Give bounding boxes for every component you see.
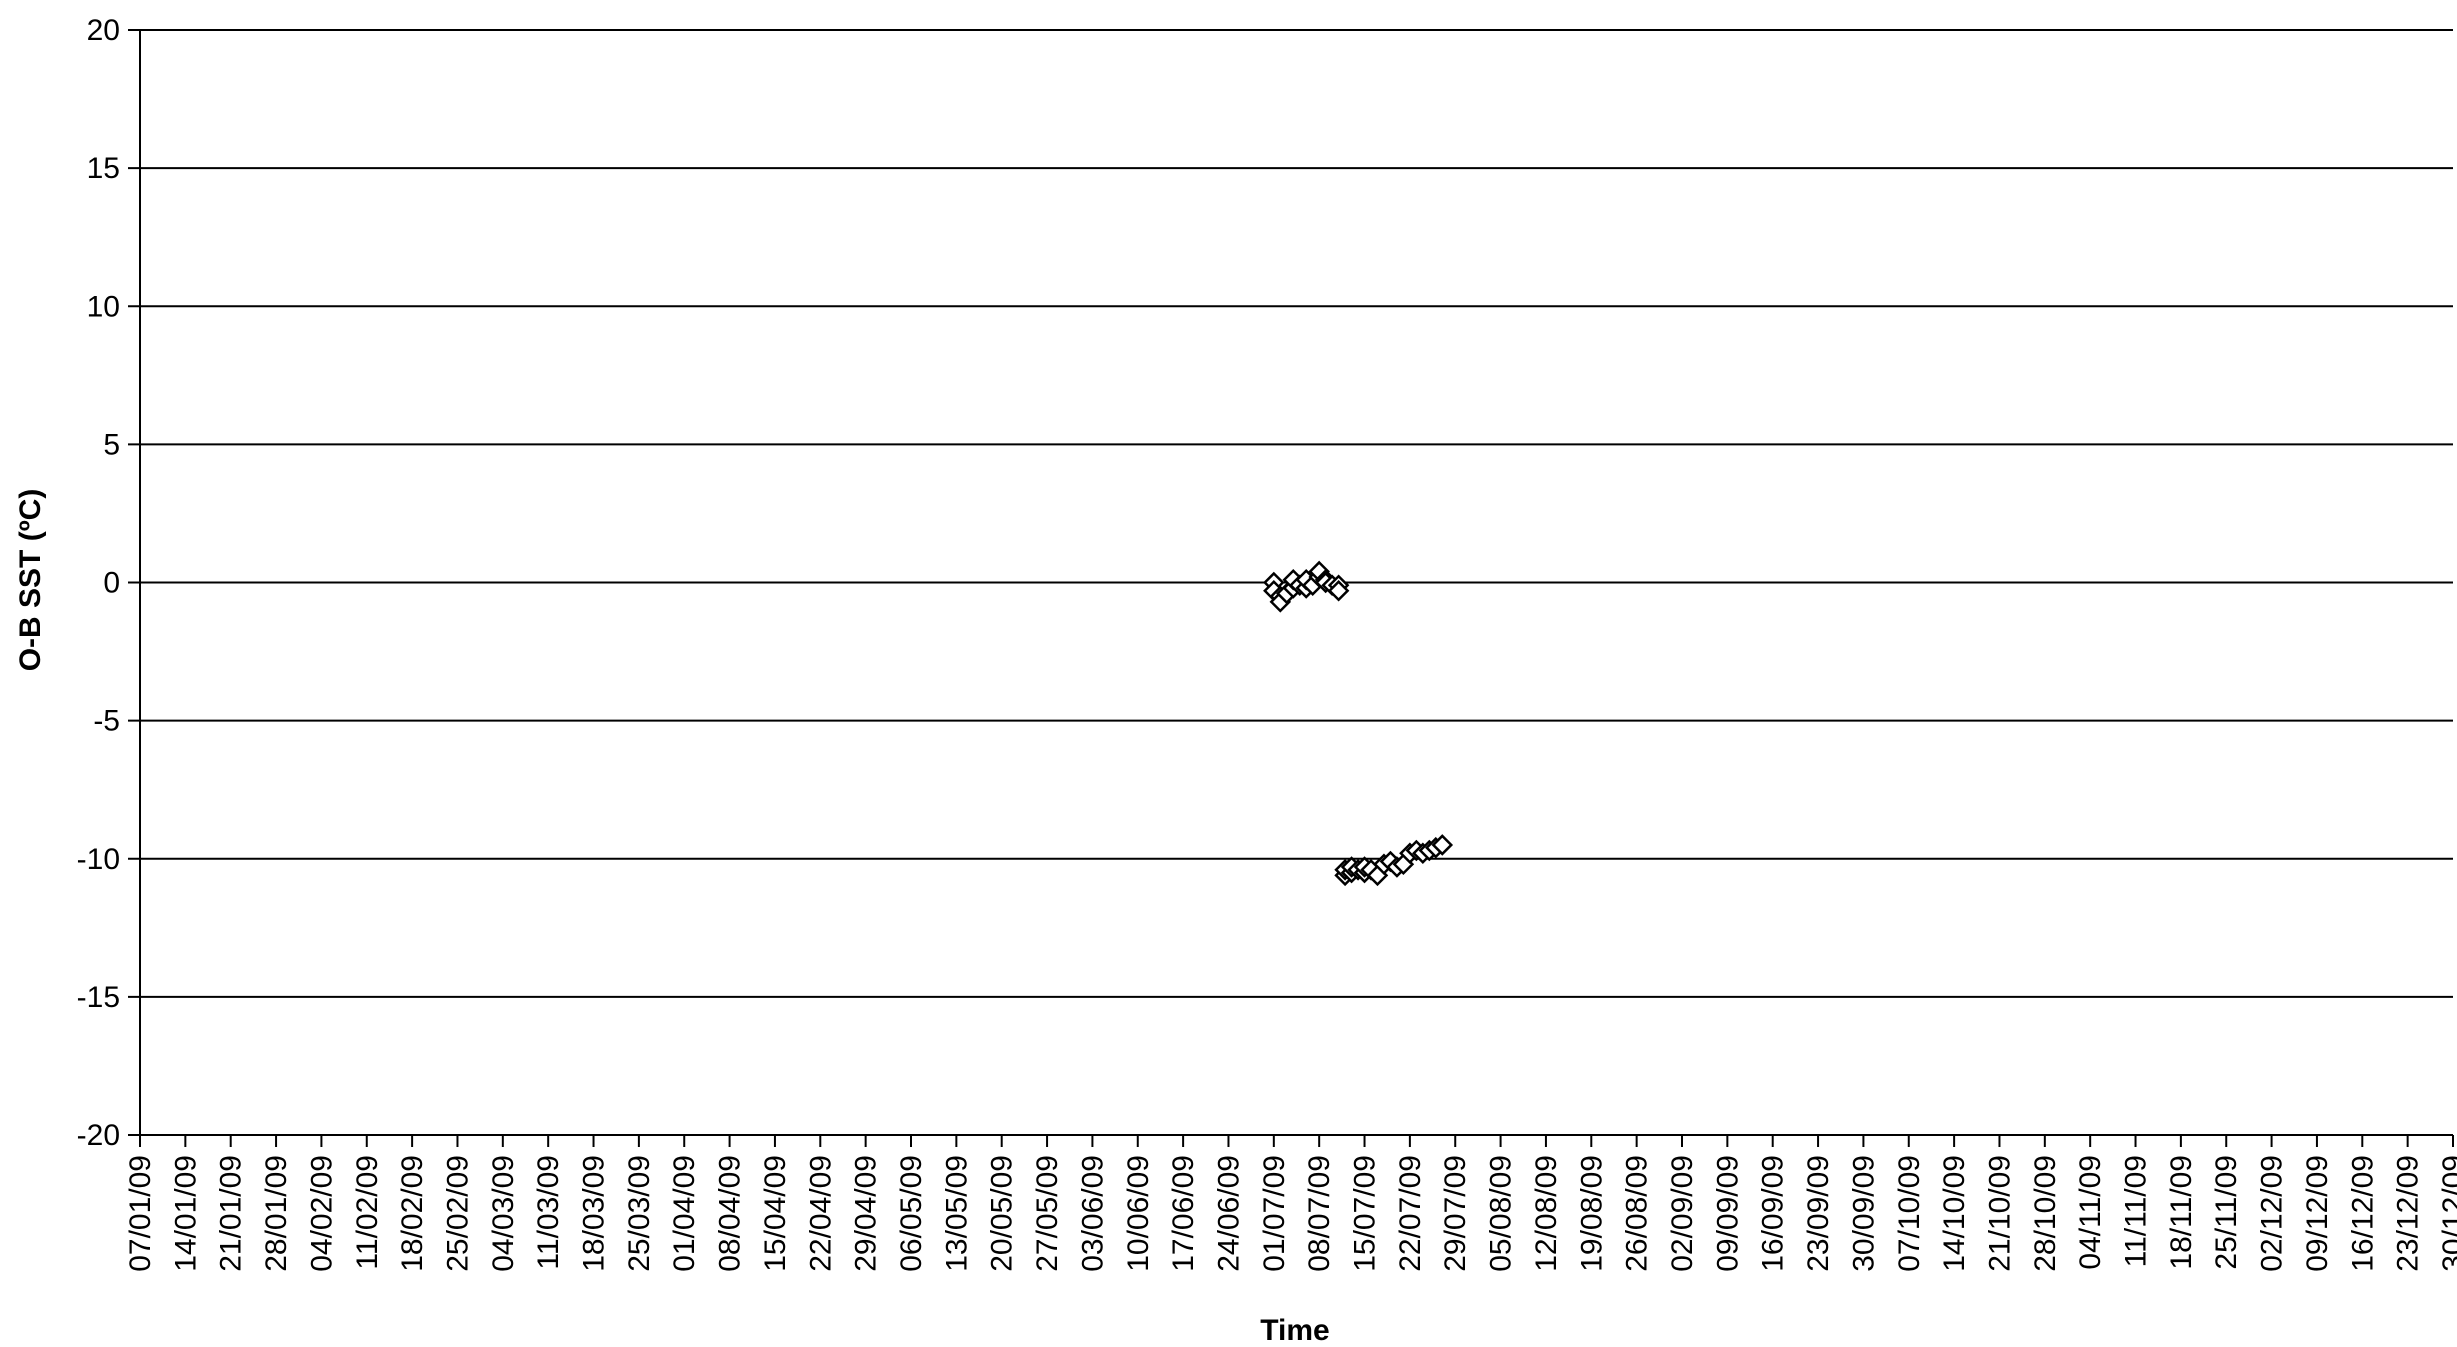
x-tick-label: 03/06/09 — [1076, 1155, 1109, 1272]
x-tick-label: 29/04/09 — [850, 1155, 883, 1272]
x-tick-label: 15/04/09 — [759, 1155, 792, 1272]
y-tick-label: -10 — [77, 843, 120, 876]
x-tick-label: 07/01/09 — [124, 1155, 157, 1272]
x-tick-label: 14/01/09 — [169, 1155, 202, 1272]
x-tick-label: 14/10/09 — [1938, 1155, 1971, 1272]
x-tick-label: 25/02/09 — [441, 1155, 474, 1272]
x-tick-label: 18/03/09 — [578, 1155, 611, 1272]
x-tick-label: 11/11/09 — [2120, 1155, 2153, 1267]
x-tick-label: 21/01/09 — [215, 1155, 248, 1272]
y-tick-label: 5 — [103, 428, 120, 461]
x-tick-label: 15/07/09 — [1349, 1155, 1382, 1272]
x-tick-label: 10/06/09 — [1122, 1155, 1155, 1272]
x-tick-label: 30/12/09 — [2437, 1155, 2457, 1272]
data-point — [1431, 834, 1454, 856]
y-tick-label: 15 — [87, 152, 120, 185]
x-tick-label: 28/01/09 — [260, 1155, 293, 1272]
x-tick-label: 04/11/09 — [2074, 1155, 2107, 1270]
y-tick-label: 0 — [103, 567, 120, 600]
y-tick-label: -20 — [77, 1119, 120, 1152]
x-tick-label: 23/09/09 — [1802, 1155, 1835, 1272]
data-points — [1263, 560, 1454, 887]
x-tick-label: 27/05/09 — [1031, 1155, 1064, 1272]
x-tick-label: 29/07/09 — [1439, 1155, 1472, 1272]
x-tick-label: 23/12/09 — [2392, 1155, 2425, 1272]
y-tick-label: 10 — [87, 290, 120, 323]
x-tick-label: 11/03/09 — [532, 1155, 565, 1270]
x-tick-label: 02/09/09 — [1666, 1155, 1699, 1272]
x-tick-label: 12/08/09 — [1530, 1155, 1563, 1272]
x-tick-label: 30/09/09 — [1847, 1155, 1880, 1272]
y-axis-ticks: 20 15 10 5 0 -5 -10 -15 -20 — [77, 14, 140, 1152]
x-tick-label: 26/08/09 — [1621, 1155, 1654, 1272]
x-axis-title: Time — [1260, 1314, 1329, 1347]
x-tick-label: 09/09/09 — [1711, 1155, 1744, 1272]
x-tick-label: 19/08/09 — [1575, 1155, 1608, 1272]
x-tick-label: 06/05/09 — [895, 1155, 928, 1272]
x-tick-label: 13/05/09 — [940, 1155, 973, 1272]
x-tick-label: 20/05/09 — [986, 1155, 1019, 1272]
x-tick-label: 18/02/09 — [396, 1155, 429, 1272]
x-tick-label: 28/10/09 — [2029, 1155, 2062, 1272]
x-tick-label: 16/09/09 — [1757, 1155, 1790, 1272]
x-tick-label: 08/07/09 — [1303, 1155, 1336, 1272]
data-point — [1327, 580, 1350, 602]
x-tick-label: 18/11/09 — [2165, 1155, 2198, 1270]
x-tick-label: 01/04/09 — [668, 1155, 701, 1272]
y-axis-title: O-B SST (ºC) — [14, 489, 47, 672]
gridlines — [140, 29, 2453, 998]
x-tick-label: 02/12/09 — [2256, 1155, 2289, 1272]
x-tick-label: 24/06/09 — [1212, 1155, 1245, 1272]
x-tick-label: 04/02/09 — [305, 1155, 338, 1272]
y-tick-label: -5 — [93, 705, 120, 738]
y-tick-label: -15 — [77, 981, 120, 1014]
x-tick-label: 04/03/09 — [487, 1155, 520, 1272]
y-tick-label: 20 — [87, 14, 120, 47]
x-tick-label: 25/03/09 — [623, 1155, 656, 1272]
x-tick-label: 11/02/09 — [351, 1155, 384, 1270]
x-tick-label: 22/04/09 — [804, 1155, 837, 1272]
x-tick-label: 21/10/09 — [1983, 1155, 2016, 1272]
x-tick-label: 17/06/09 — [1167, 1155, 1200, 1272]
x-tick-label: 05/08/09 — [1485, 1155, 1518, 1272]
x-tick-label: 16/12/09 — [2346, 1155, 2379, 1272]
x-tick-label: 22/07/09 — [1394, 1155, 1427, 1272]
x-tick-label: 01/07/09 — [1258, 1155, 1291, 1272]
x-tick-label: 25/11/09 — [2210, 1155, 2243, 1270]
x-tick-label: 09/12/09 — [2301, 1155, 2334, 1272]
x-axis-ticks: 07/01/09 14/01/09 21/01/09 28/01/09 04/02/09… — [124, 1135, 2457, 1272]
x-tick-label: 08/04/09 — [714, 1155, 747, 1272]
x-tick-label: 07/10/09 — [1893, 1155, 1926, 1272]
